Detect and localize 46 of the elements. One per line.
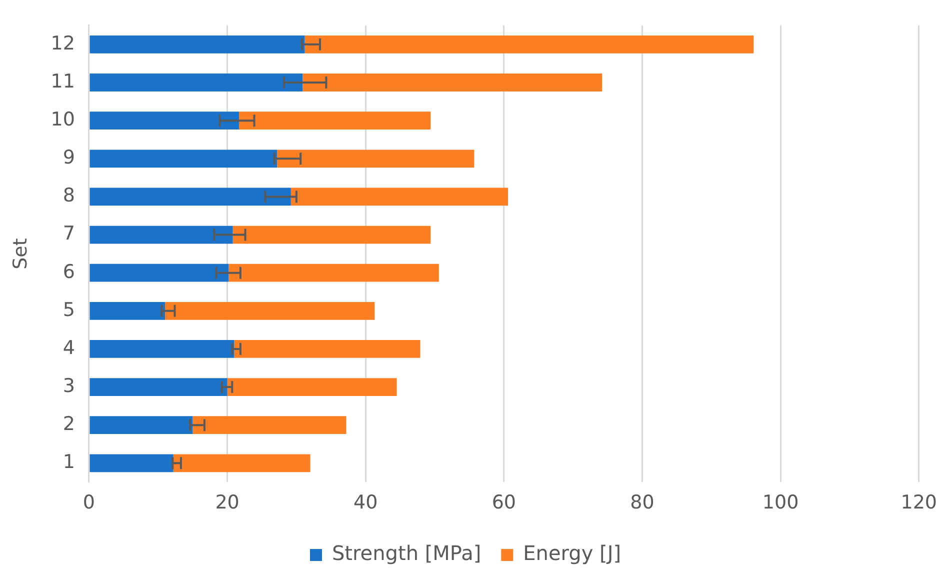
y-tick-label: 10 bbox=[50, 108, 75, 131]
y-tick-label: 3 bbox=[62, 374, 75, 397]
bar bbox=[90, 302, 166, 320]
legend-label: Energy [J] bbox=[523, 541, 622, 566]
x-tick-label: 120 bbox=[900, 492, 937, 514]
bar bbox=[90, 340, 234, 358]
bar bbox=[165, 302, 375, 320]
bar bbox=[90, 378, 228, 396]
y-tick-label: 2 bbox=[62, 413, 75, 436]
y-tick-label: 7 bbox=[62, 222, 75, 245]
legend-label: Strength [MPa] bbox=[332, 541, 482, 566]
y-tick-label: 1 bbox=[62, 451, 75, 474]
y-axis-title: Set bbox=[9, 238, 32, 270]
x-tick-label: 20 bbox=[215, 492, 240, 514]
bar bbox=[277, 150, 474, 168]
bar bbox=[90, 74, 303, 92]
bar bbox=[302, 74, 602, 92]
bar bbox=[232, 226, 431, 244]
y-tick-label: 4 bbox=[62, 336, 75, 359]
bar bbox=[239, 112, 431, 130]
bar bbox=[192, 416, 346, 434]
bar bbox=[227, 378, 397, 396]
y-tick-label: 12 bbox=[50, 32, 75, 54]
x-tick-label: 60 bbox=[492, 492, 516, 514]
bar bbox=[90, 226, 233, 244]
bar bbox=[90, 188, 291, 206]
y-tick-label: 6 bbox=[62, 260, 75, 283]
bar bbox=[90, 150, 278, 168]
bar bbox=[90, 264, 229, 282]
bar bbox=[234, 340, 420, 358]
y-tick-label: 11 bbox=[50, 70, 75, 92]
bar bbox=[304, 35, 754, 54]
x-tick-label: 80 bbox=[630, 492, 654, 514]
y-tick-label: 8 bbox=[62, 184, 75, 207]
y-tick-label: 9 bbox=[62, 146, 75, 169]
x-tick-label: 40 bbox=[354, 492, 378, 514]
x-tick-label: 0 bbox=[82, 492, 96, 514]
x-tick-label: 100 bbox=[762, 492, 799, 514]
y-tick-label: 5 bbox=[62, 298, 75, 321]
bar bbox=[290, 188, 508, 206]
bar bbox=[90, 416, 193, 434]
bar bbox=[228, 264, 439, 282]
bar bbox=[90, 454, 174, 472]
bar bbox=[90, 112, 240, 130]
bar bbox=[90, 35, 305, 54]
bar bbox=[173, 454, 310, 472]
